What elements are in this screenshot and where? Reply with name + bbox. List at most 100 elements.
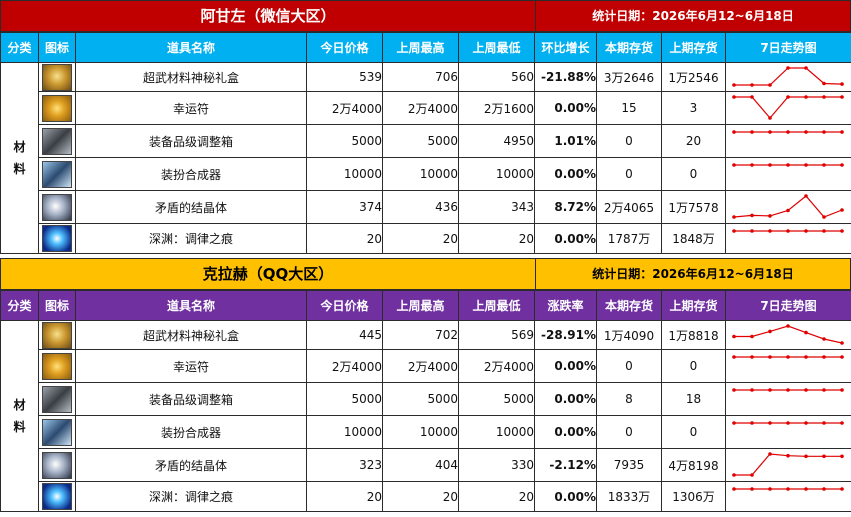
trend-point-1: [750, 473, 754, 477]
trend-point-1: [750, 83, 754, 87]
last-week-low: 330: [458, 448, 535, 482]
header-change: 涨跌率: [534, 290, 597, 321]
icon-cell: [38, 382, 76, 416]
header-icon: 图标: [38, 32, 76, 63]
trend-point-3: [786, 130, 790, 134]
trend-sparkline: [732, 355, 844, 359]
trend-point-6: [840, 454, 844, 459]
abyss-icon: [42, 483, 72, 510]
previous-stock: 1848万: [661, 223, 726, 254]
previous-stock: 1万2546: [661, 62, 726, 92]
last-week-high: 10000: [382, 157, 459, 191]
trend-point-4: [804, 163, 808, 167]
trend-point-1: [750, 388, 754, 392]
category-cell: 材料: [0, 320, 39, 512]
item-name: 装扮合成器: [75, 415, 307, 449]
trend-point-0: [732, 215, 736, 219]
trend-sparkline-cell: [725, 91, 851, 125]
trend-point-5: [822, 487, 826, 491]
today-price: 10000: [306, 157, 383, 191]
trend-line: [734, 67, 843, 86]
trend-point-2: [768, 355, 772, 359]
trend-point-4: [804, 355, 808, 359]
last-week-low: 20: [458, 481, 535, 512]
previous-stock: 0: [661, 349, 726, 383]
header-previous-stock: 上期存货: [661, 290, 726, 321]
trend-point-4: [804, 330, 808, 335]
previous-stock: 1万7578: [661, 190, 726, 224]
last-week-high: 436: [382, 190, 459, 224]
table-row: 幸运符 2万4000 2万4000 2万4000 0.00% 0 0: [1, 349, 851, 383]
last-week-high: 2万4000: [382, 91, 459, 125]
icon-cell: [38, 62, 76, 92]
icon-cell: [38, 448, 76, 482]
category-cell: 材料: [0, 62, 39, 254]
last-week-high: 2万4000: [382, 349, 459, 383]
last-week-low: 4950: [458, 124, 535, 158]
table-row: 材料 超武材料神秘礼盒 445 702 569 -28.91% 1万4090 1万8818: [0, 320, 851, 512]
trend-sparkline: [732, 95, 844, 120]
trend-point-2: [768, 83, 772, 87]
header-current-stock: 本期存货: [596, 290, 662, 321]
trend-sparkline-cell: [725, 223, 851, 254]
trend-sparkline-cell: [725, 382, 851, 416]
table-row: 深渊：调律之痕 20 20 20 0.00% 1833万 1306万: [1, 481, 851, 512]
trend-point-1: [750, 334, 754, 339]
trend-point-5: [822, 355, 826, 359]
trend-line: [733, 195, 843, 218]
table-body: 材料超武材料神秘礼盒 539 706 560 -21.88% 3万2646 1万2546 幸运…: [0, 62, 851, 254]
trend-point-4: [804, 229, 808, 233]
header-last-week-low: 上周最低: [458, 290, 535, 321]
abyss-icon: [42, 225, 72, 252]
trend-point-6: [840, 355, 844, 359]
table-row: 装备品级调整箱 5000 5000 4950 1.01% 0 20: [1, 124, 851, 158]
last-week-low: 20: [458, 223, 535, 254]
gold-box-icon: [42, 63, 72, 91]
trend-point-1: [750, 130, 754, 134]
item-name: 超武材料神秘礼盒: [75, 320, 307, 350]
item-name: 幸运符: [75, 349, 307, 383]
last-week-high: 5000: [382, 124, 459, 158]
previous-stock: 3: [661, 91, 726, 125]
last-week-high: 5000: [382, 382, 459, 416]
table-row: 深渊：调律之痕 20 20 20 0.00% 1787万 1848万: [1, 223, 851, 254]
header-trend: 7日走势图: [725, 32, 851, 63]
last-week-high: 10000: [382, 415, 459, 449]
trend-point-6: [840, 82, 844, 86]
trend-point-2: [768, 130, 772, 134]
header-last-week-high: 上周最高: [382, 290, 459, 321]
last-week-low: 2万1600: [458, 91, 535, 125]
table-row: 幸运符 2万4000 2万4000 2万1600 0.00% 15 3: [1, 91, 851, 125]
trend-point-5: [822, 388, 826, 392]
today-price: 374: [306, 190, 383, 224]
trend-sparkline-cell: [725, 448, 851, 482]
last-week-low: 569: [458, 320, 535, 350]
trend-point-2: [768, 214, 772, 218]
trend-point-3: [786, 324, 790, 328]
today-price: 2万4000: [306, 349, 383, 383]
trend-point-0: [732, 421, 736, 425]
trend-sparkline-cell: [725, 124, 851, 158]
current-stock: 1万4090: [596, 320, 662, 350]
stat-date-label: 统计日期：2026年6月12~6月18日: [535, 259, 850, 289]
item-name: 矛盾的结晶体: [75, 448, 307, 482]
last-week-high: 20: [382, 223, 459, 254]
trend-point-2: [768, 421, 772, 425]
last-week-low: 10000: [458, 415, 535, 449]
trend-point-3: [786, 487, 790, 491]
header-trend: 7日走势图: [725, 290, 851, 321]
trend-point-6: [840, 341, 844, 345]
today-price: 20: [306, 481, 383, 512]
item-name: 超武材料神秘礼盒: [75, 62, 307, 92]
grade-cube-icon: [42, 385, 72, 413]
today-price: 5000: [306, 382, 383, 416]
talisman-icon: [42, 94, 72, 122]
last-week-high: 702: [382, 320, 459, 350]
trend-point-5: [822, 215, 826, 219]
header-today-price: 今日价格: [306, 32, 383, 63]
header-current-stock: 本期存货: [596, 32, 662, 63]
current-stock: 0: [596, 415, 662, 449]
last-week-low: 10000: [458, 157, 535, 191]
section-krahe: 克拉赫（QQ大区） 统计日期：2026年6月12~6月18日 分类 图标 道具名…: [0, 258, 851, 512]
current-stock: 15: [596, 91, 662, 125]
